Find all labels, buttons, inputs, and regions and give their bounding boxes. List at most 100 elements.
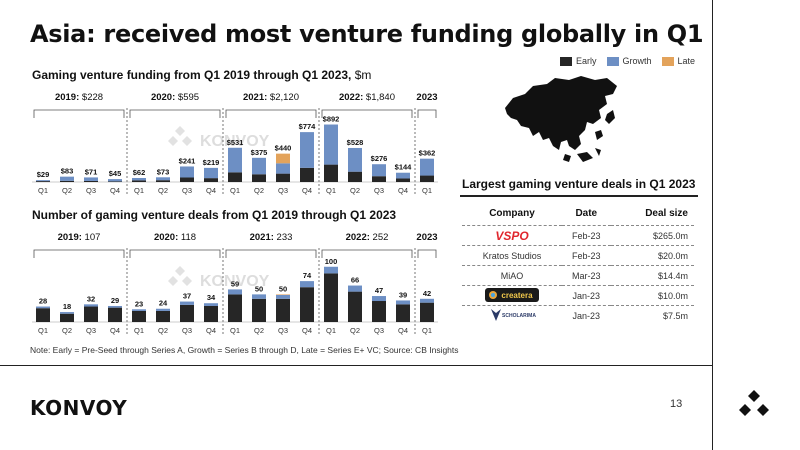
watermark-text: KONVOY	[200, 133, 270, 150]
x-tick-label: Q2	[254, 186, 264, 195]
x-tick-label: Q4	[110, 326, 120, 335]
bar-value-label: 24	[159, 299, 168, 308]
bar-value-label: $45	[109, 169, 122, 178]
size-cell: $14.4m	[610, 265, 694, 286]
bar-segment-early	[204, 305, 218, 322]
funding-chart-unit: $m	[354, 68, 372, 82]
page-number: 13	[670, 398, 683, 410]
bar-value-label: $73	[157, 167, 170, 176]
bar-value-label: $71	[85, 167, 98, 176]
deals-chart-title: Number of gaming venture deals from Q1 2…	[32, 208, 397, 222]
company-cell: VSPO	[462, 225, 562, 246]
bar-segment-early	[156, 180, 170, 182]
size-cell: $20.0m	[610, 245, 694, 266]
company-cell: Kratos Studios	[462, 245, 562, 266]
bar-segment-growth	[84, 177, 98, 181]
year-group-label: 2021: 233	[250, 232, 293, 243]
company-cell: createra	[462, 285, 562, 306]
bar-value-label: 32	[87, 294, 95, 303]
bar-segment-late	[276, 294, 290, 295]
bar-segment-early	[204, 178, 218, 182]
table-row: VSPO Feb-23 $265.0m	[462, 225, 694, 246]
x-tick-label: Q4	[110, 186, 120, 195]
x-tick-label: Q1	[38, 186, 48, 195]
bar-segment-growth	[300, 281, 314, 288]
year-bracket	[321, 249, 413, 258]
bar-segment-early	[372, 176, 386, 182]
year-group-label: 2022: $1,840	[339, 92, 395, 103]
bar-value-label: 100	[325, 257, 338, 266]
year-bracket	[33, 109, 125, 118]
bar-value-label: 50	[279, 284, 287, 293]
x-tick-label: Q4	[206, 186, 216, 195]
x-tick-label: Q1	[422, 186, 432, 195]
x-tick-label: Q3	[374, 186, 384, 195]
date-cell: Jan-23	[561, 285, 611, 306]
company-cell: MiAO	[462, 265, 562, 286]
legend-swatch-growth	[606, 56, 619, 66]
bar-value-label: 66	[351, 276, 359, 285]
year-bracket	[225, 109, 317, 118]
bar-value-label: 42	[423, 289, 431, 298]
x-tick-label: Q3	[278, 186, 288, 195]
bar-value-label: $892	[323, 115, 340, 124]
bar-value-label: $241	[179, 156, 196, 165]
bar-segment-early	[180, 304, 194, 322]
year-group-label: 2019: $228	[55, 92, 103, 103]
createra-logo: createra	[484, 287, 539, 303]
x-tick-label: Q2	[62, 326, 72, 335]
year-group-label: 2019: 107	[58, 232, 101, 243]
table-row: Kratos Studios Feb-23 $20.0m	[462, 245, 694, 266]
funding-bar-chart: KONVOY 2019: $228 2020: $595 2021: $2,120 20…	[32, 92, 438, 196]
konvoy-wordmark: KONVOY	[30, 396, 128, 420]
bar-segment-early	[132, 310, 146, 322]
header-date: Date	[575, 208, 598, 219]
x-tick-label: Q1	[230, 326, 240, 335]
bar-segment-early	[228, 172, 242, 182]
bar-value-label: 74	[303, 271, 312, 280]
scholarima-logo: SCHOLARIMA	[487, 307, 537, 323]
funding-chart-title: Gaming venture funding from Q1 2019 thro…	[32, 68, 372, 82]
bar-value-label: 39	[399, 290, 407, 299]
bar-value-label: 59	[231, 279, 239, 288]
bar-value-label: 34	[207, 293, 216, 302]
x-tick-label: Q1	[422, 326, 432, 335]
bar-segment-early	[396, 304, 410, 322]
watermark-logo-icon	[168, 266, 192, 286]
bar-segment-early	[420, 302, 434, 322]
deals-title-rule	[460, 195, 698, 197]
x-tick-label: Q2	[158, 326, 168, 335]
year-bracket	[321, 109, 413, 118]
bar-segment-growth	[108, 305, 122, 308]
bar-segment-early	[132, 180, 146, 182]
legend-swatch-early	[560, 56, 572, 66]
year-bracket	[129, 249, 221, 258]
bar-segment-growth	[132, 178, 146, 181]
bar-value-label: $29	[37, 170, 50, 179]
bar-value-label: 47	[375, 286, 383, 295]
bar-segment-early	[84, 180, 98, 182]
x-tick-label: Q2	[350, 326, 360, 335]
bar-segment-growth	[348, 285, 362, 292]
x-tick-label: Q2	[62, 186, 72, 195]
legend-item-late: Late	[661, 56, 695, 66]
x-tick-label: Q3	[182, 186, 192, 195]
year-group-label: 2020: $595	[151, 92, 199, 103]
table-row: createra Jan-23 $10.0m	[462, 285, 694, 306]
bar-value-label: 29	[111, 296, 119, 305]
bar-segment-early	[276, 298, 290, 322]
x-tick-label: Q3	[86, 186, 96, 195]
bar-segment-early	[84, 306, 98, 322]
bar-segment-growth	[204, 167, 218, 179]
year-bracket	[129, 109, 221, 118]
bar-segment-growth	[252, 294, 266, 299]
bar-segment-early	[60, 180, 74, 182]
x-tick-label: Q1	[326, 186, 336, 195]
bar-segment-growth	[204, 303, 218, 306]
legend-swatch-late	[661, 56, 674, 66]
date-cell: Feb-23	[561, 225, 611, 246]
year-group-label: 2021: $2,120	[243, 92, 299, 103]
bar-segment-growth	[252, 157, 266, 175]
bar-segment-growth	[372, 164, 386, 177]
bar-value-label: $362	[419, 149, 436, 158]
